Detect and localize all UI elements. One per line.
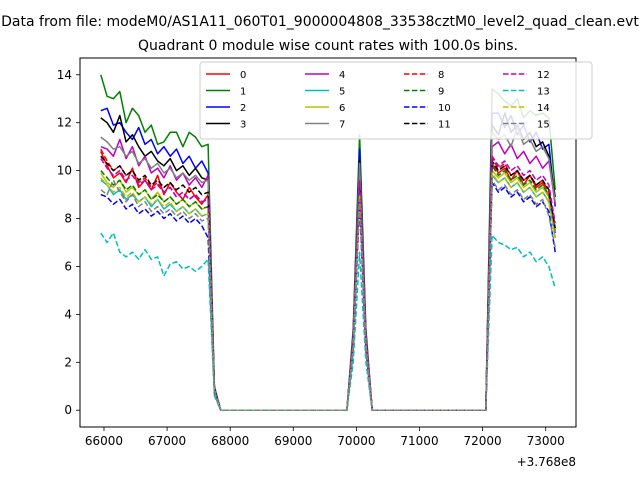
series-line-9 [100, 165, 556, 411]
legend-label-2: 2 [240, 103, 246, 114]
legend-label-12: 12 [537, 70, 550, 81]
y-tick-label: 8 [64, 212, 72, 226]
y-tick-label: 10 [57, 164, 72, 178]
legend-label-9: 9 [438, 87, 444, 98]
x-tick-label: 68000 [211, 434, 249, 448]
x-tick-label: 67000 [148, 434, 186, 448]
y-tick-label: 12 [57, 116, 72, 130]
legend-label-10: 10 [438, 103, 451, 114]
y-tick-label: 6 [64, 259, 72, 273]
legend-label-11: 11 [438, 120, 451, 131]
legend-frame [199, 61, 593, 140]
x-tick-label: 70000 [337, 434, 375, 448]
y-tick-label: 4 [64, 307, 72, 321]
y-tick-label: 14 [57, 68, 72, 82]
legend-label-14: 14 [537, 103, 550, 114]
axes-frame [79, 57, 577, 428]
x-tick-label: 69000 [274, 434, 312, 448]
x-offset-label: +3.768e8 [517, 455, 576, 469]
x-tick-label: 66000 [85, 434, 123, 448]
x-tick-label: 72000 [464, 434, 502, 448]
legend-label-4: 4 [339, 70, 345, 81]
x-axis: 66000 67000 68000 69000 70000 71000 72000 73000 [85, 427, 565, 448]
y-axis: 0 2 4 6 8 10 12 14 [57, 68, 80, 417]
legend-label-8: 8 [438, 70, 444, 81]
x-tick-label: 71000 [400, 434, 438, 448]
legend-label-15: 15 [537, 120, 550, 131]
legend-label-5: 5 [339, 87, 345, 98]
chart-title: Quadrant 0 module wise count rates with … [138, 38, 518, 54]
series-line-10 [100, 181, 556, 411]
figure-suptitle: Data from file: modeM0/AS1A11_060T01_900… [1, 14, 639, 30]
legend-label-13: 13 [537, 87, 550, 98]
series-line-14 [100, 172, 556, 411]
series-line-13 [100, 232, 556, 411]
y-tick-label: 0 [64, 403, 72, 417]
legend-label-3: 3 [240, 120, 246, 131]
x-tick-label: 73000 [527, 434, 565, 448]
y-tick-label: 2 [64, 355, 72, 369]
legend-label-7: 7 [339, 120, 345, 131]
legend-label-1: 1 [240, 87, 246, 98]
series-line-15 [100, 179, 556, 411]
legend-label-0: 0 [240, 70, 246, 81]
legend-label-6: 6 [339, 103, 345, 114]
